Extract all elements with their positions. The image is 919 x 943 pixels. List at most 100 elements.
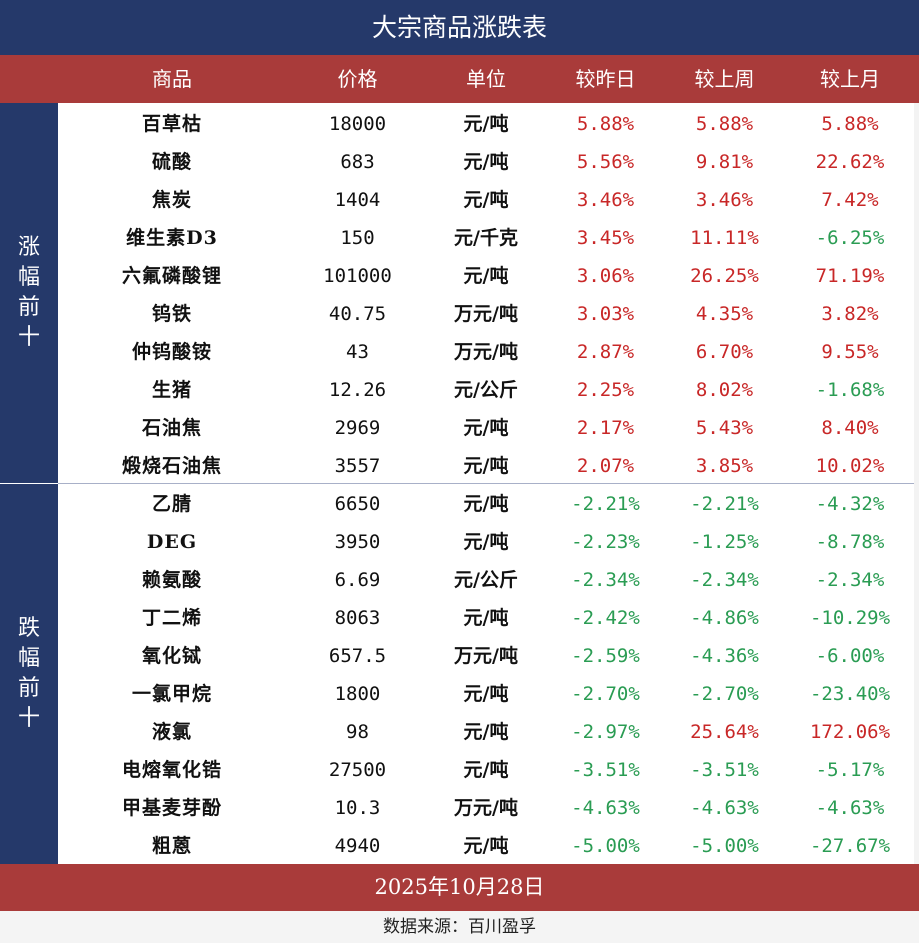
- change-vs-yesterday: -2.97%: [571, 721, 640, 743]
- change-vs-last-week: -3.51%: [690, 759, 759, 781]
- change-vs-yesterday: -5.00%: [571, 835, 640, 857]
- change-vs-last-month: 3.82%: [821, 303, 879, 325]
- table-title: 大宗商品涨跌表: [0, 0, 919, 55]
- table-row: 六氟磷酸锂 101000 元/吨 3.06% 26.25% 71.19%: [0, 257, 919, 295]
- change-vs-yesterday: -2.21%: [571, 493, 640, 515]
- change-vs-last-month: -6.00%: [815, 645, 885, 667]
- change-vs-last-week: -4.63%: [690, 797, 759, 819]
- change-vs-last-month: -10.29%: [809, 607, 891, 629]
- price-value: 2969: [334, 417, 381, 439]
- table-row: 乙腈 6650 元/吨 -2.21% -2.21% -4.32%: [0, 485, 919, 523]
- commodity-name: 焦炭: [151, 189, 192, 211]
- table-row: 钨铁 40.75 万元/吨 3.03% 4.35% 3.82%: [0, 295, 919, 333]
- change-vs-yesterday: -4.63%: [571, 797, 640, 819]
- unit-value: 元/吨: [463, 607, 509, 629]
- table-row: 维生素D3 150 元/千克 3.45% 11.11% -6.25%: [0, 219, 919, 257]
- commodity-name: 煅烧石油焦: [121, 455, 222, 477]
- unit-value: 元/吨: [463, 265, 509, 287]
- table-row: 一氯甲烷 1800 元/吨 -2.70% -2.70% -23.40%: [0, 675, 919, 713]
- commodity-name: 液氯: [151, 721, 192, 743]
- table-row: 硫酸 683 元/吨 5.56% 9.81% 22.62%: [0, 143, 919, 181]
- change-vs-yesterday: 2.17%: [576, 417, 635, 439]
- unit-value: 元/公斤: [454, 569, 518, 591]
- change-vs-last-week: 9.81%: [695, 151, 754, 173]
- change-vs-last-month: 9.55%: [821, 341, 879, 363]
- unit-value: 元/吨: [463, 759, 509, 781]
- price-value: 3557: [334, 455, 381, 477]
- price-value: 101000: [323, 265, 392, 287]
- commodity-name: 钨铁: [151, 303, 192, 325]
- change-vs-last-week: 4.35%: [695, 303, 754, 325]
- table-row: 赖氨酸 6.69 元/公斤 -2.34% -2.34% -2.34%: [0, 561, 919, 599]
- change-vs-yesterday: 2.25%: [576, 379, 635, 401]
- commodity-name: 一氯甲烷: [131, 683, 212, 705]
- change-vs-last-month: 5.88%: [821, 113, 879, 135]
- change-vs-last-week: -4.86%: [690, 607, 759, 629]
- header-commodity: 商品: [152, 67, 192, 91]
- change-vs-yesterday: 2.87%: [576, 341, 635, 363]
- table-right-edge: [914, 103, 919, 864]
- commodity-name: 石油焦: [141, 417, 202, 439]
- commodity-name: 乙腈: [151, 493, 192, 515]
- table-row: 氧化铽 657.5 万元/吨 -2.59% -4.36% -6.00%: [0, 637, 919, 675]
- price-value: 683: [340, 151, 375, 173]
- losers-table: 乙腈 6650 元/吨 -2.21% -2.21% -4.32% DEG 3950 元/吨 -2.…: [0, 485, 919, 865]
- unit-value: 元/吨: [463, 683, 509, 705]
- commodity-name: 甲基麦芽酚: [121, 797, 222, 819]
- unit-value: 元/吨: [463, 721, 509, 743]
- change-vs-last-week: 26.25%: [690, 265, 759, 287]
- change-vs-last-month: -1.68%: [815, 379, 885, 401]
- table-row: 丁二烯 8063 元/吨 -2.42% -4.86% -10.29%: [0, 599, 919, 637]
- table-row: 电熔氧化锆 27500 元/吨 -3.51% -3.51% -5.17%: [0, 751, 919, 789]
- unit-value: 万元/吨: [454, 341, 518, 363]
- gainers-table: 百草枯 18000 元/吨 5.88% 5.88% 5.88% 硫酸 683 元/吨 5.56% 9…: [0, 105, 919, 485]
- table-row: 石油焦 2969 元/吨 2.17% 5.43% 8.40%: [0, 409, 919, 447]
- commodity-name: 百草枯: [141, 113, 202, 135]
- change-vs-last-week: -2.34%: [690, 569, 759, 591]
- change-vs-yesterday: 3.06%: [576, 265, 635, 287]
- change-vs-yesterday: -2.70%: [571, 683, 640, 705]
- change-vs-last-week: -2.70%: [690, 683, 759, 705]
- table-row: 焦炭 1404 元/吨 3.46% 3.46% 7.42%: [0, 181, 919, 219]
- change-vs-last-month: -6.25%: [815, 227, 885, 249]
- change-vs-last-week: -2.21%: [690, 493, 759, 515]
- header-vs-yesterday: 较昨日: [575, 67, 636, 91]
- change-vs-last-week: 3.85%: [695, 455, 754, 477]
- group-divider: [58, 483, 919, 484]
- unit-value: 元/吨: [463, 531, 509, 553]
- change-vs-yesterday: -2.23%: [571, 531, 640, 553]
- change-vs-last-month: -8.78%: [815, 531, 885, 553]
- table-row: 液氯 98 元/吨 -2.97% 25.64% 172.06%: [0, 713, 919, 751]
- table-row: 生猪 12.26 元/公斤 2.25% 8.02% -1.68%: [0, 371, 919, 409]
- unit-value: 元/吨: [463, 835, 509, 857]
- commodity-name: 仲钨酸铵: [131, 341, 212, 363]
- change-vs-last-month: 8.40%: [821, 417, 879, 439]
- change-vs-last-month: -2.34%: [815, 569, 885, 591]
- header-price: 价格: [337, 67, 378, 91]
- change-vs-last-month: -23.40%: [809, 683, 891, 705]
- unit-value: 元/千克: [454, 227, 518, 249]
- unit-value: 元/吨: [463, 113, 509, 135]
- change-vs-last-week: 5.43%: [695, 417, 754, 439]
- price-value: 3950: [334, 531, 381, 553]
- change-vs-last-week: 25.64%: [690, 721, 759, 743]
- change-vs-last-month: 7.42%: [821, 189, 879, 211]
- unit-value: 元/吨: [463, 189, 509, 211]
- change-vs-yesterday: -2.34%: [571, 569, 640, 591]
- change-vs-last-month: -27.67%: [809, 835, 891, 857]
- table-row: DEG 3950 元/吨 -2.23% -1.25% -8.78%: [0, 523, 919, 561]
- change-vs-yesterday: 3.45%: [576, 227, 635, 249]
- change-vs-last-week: -4.36%: [690, 645, 759, 667]
- commodity-name: 粗蒽: [151, 835, 192, 857]
- change-vs-last-month: 10.02%: [815, 455, 885, 477]
- change-vs-last-week: 3.46%: [695, 189, 754, 211]
- price-value: 1800: [334, 683, 381, 705]
- price-value: 6650: [334, 493, 381, 515]
- header-vs-last-month: 较上月: [820, 67, 880, 91]
- losers-group-label-text: 跌幅前十: [17, 616, 40, 731]
- price-value: 6.69: [334, 569, 381, 591]
- price-value: 657.5: [328, 645, 387, 667]
- change-vs-last-month: -4.32%: [815, 493, 885, 515]
- price-value: 12.26: [328, 379, 387, 401]
- change-vs-yesterday: 3.46%: [576, 189, 635, 211]
